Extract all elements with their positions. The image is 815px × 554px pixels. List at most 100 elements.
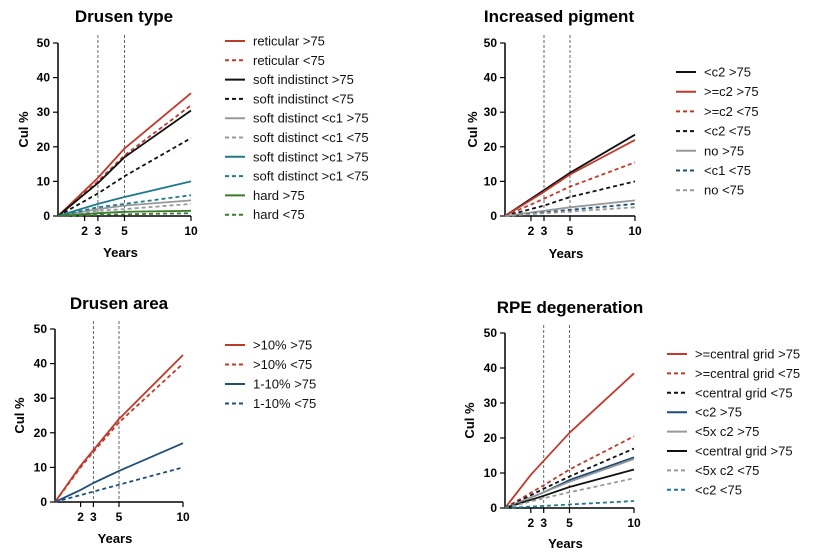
- series-line-3: [57, 109, 192, 217]
- legend-label: <central grid <75: [695, 385, 793, 400]
- x-tick-label: 3: [90, 510, 97, 524]
- legend-label: soft distinct >c1 <75: [253, 169, 369, 184]
- x-tick-label: 3: [541, 224, 548, 238]
- x-tick-label: 3: [95, 224, 102, 238]
- y-tick-label: 0: [40, 495, 47, 509]
- legend-label: <c2 >75: [695, 405, 742, 420]
- legend-label: >=c2 >75: [704, 84, 759, 99]
- x-tick-label: 5: [566, 516, 573, 530]
- legend-label: soft distinct >c1 >75: [253, 149, 369, 164]
- y-tick-label: 50: [484, 326, 498, 340]
- y-axis-label: Cul %: [462, 402, 477, 439]
- legend-label: soft distinct <c1 >75: [253, 111, 369, 126]
- y-tick-label: 30: [484, 396, 498, 410]
- y-tick-label: 50: [484, 36, 498, 50]
- y-tick-label: 10: [484, 466, 498, 480]
- series-line-2: [504, 435, 635, 509]
- series-line-1: [57, 92, 192, 217]
- x-tick-label: 2: [77, 510, 84, 524]
- series-line-6: [504, 468, 635, 509]
- y-tick-label: 40: [34, 357, 48, 371]
- x-tick-label: 5: [567, 224, 574, 238]
- y-tick-label: 30: [34, 391, 48, 405]
- series-line-5: [504, 199, 636, 217]
- x-tick-label: 3: [540, 516, 547, 530]
- y-tick-label: 40: [484, 71, 498, 85]
- x-axis-label: Years: [548, 536, 583, 551]
- x-tick-label: 10: [176, 510, 190, 524]
- series-line-10: [57, 212, 192, 217]
- legend-label: reticular <75: [253, 53, 325, 68]
- x-tick-label: 10: [184, 224, 198, 238]
- series-line-2: [57, 104, 192, 217]
- y-tick-label: 20: [484, 431, 498, 445]
- series-line-7: [57, 180, 192, 217]
- y-tick-label: 0: [490, 209, 497, 223]
- y-tick-label: 10: [37, 174, 51, 188]
- chart-title: RPE degeneration: [497, 298, 643, 317]
- x-axis-label: Years: [549, 246, 584, 261]
- series-line-4: [54, 466, 184, 503]
- legend-label: no <75: [704, 183, 744, 198]
- y-tick-label: 20: [484, 140, 498, 154]
- series-line-3: [504, 447, 635, 509]
- series-line-9: [57, 209, 192, 217]
- legend-label: <c2 <75: [695, 482, 742, 497]
- series-line-7: [504, 206, 636, 217]
- y-tick-label: 10: [484, 174, 498, 188]
- legend-label: hard >75: [253, 188, 305, 203]
- legend-label: hard <75: [253, 207, 305, 222]
- y-tick-label: 20: [37, 140, 51, 154]
- x-tick-label: 2: [81, 224, 88, 238]
- y-axis-label: Cul %: [16, 111, 31, 148]
- y-tick-label: 50: [34, 322, 48, 336]
- y-tick-label: 10: [34, 460, 48, 474]
- y-tick-label: 0: [490, 501, 497, 515]
- legend-label: >=central grid <75: [695, 366, 800, 381]
- series-line-2: [504, 139, 636, 217]
- legend-label: <c1 <75: [704, 163, 751, 178]
- legend-label: <5x c2 >75: [695, 424, 759, 439]
- series-line-6: [504, 203, 636, 217]
- chart-panel-3: Drusen area 0 10 20 30 40 50 2 3 5 10 Years Cul % >10…: [12, 294, 316, 546]
- x-tick-label: 10: [627, 516, 641, 530]
- legend-label: 1-10% <75: [253, 396, 316, 411]
- x-tick-label: 5: [116, 510, 123, 524]
- y-axis-label: Cul %: [465, 111, 480, 148]
- legend-label: >10% <75: [253, 357, 312, 372]
- y-tick-label: 30: [484, 105, 498, 119]
- legend-label: reticular >75: [253, 34, 325, 49]
- y-tick-label: 0: [43, 209, 50, 223]
- legend-label: soft distinct <c1 <75: [253, 130, 369, 145]
- legend-label: 1-10% >75: [253, 377, 316, 392]
- x-tick-label: 2: [527, 516, 534, 530]
- y-tick-label: 20: [34, 426, 48, 440]
- x-tick-label: 2: [528, 224, 535, 238]
- y-tick-label: 40: [484, 361, 498, 375]
- legend-label: <5x c2 <75: [695, 463, 759, 478]
- chart-title: Drusen type: [75, 7, 173, 26]
- series-line-5: [57, 199, 192, 217]
- legend-label: >=central grid >75: [695, 347, 800, 362]
- legend-label: soft indistinct <75: [253, 91, 354, 106]
- x-tick-label: 5: [121, 224, 128, 238]
- series-line-8: [504, 500, 635, 509]
- y-tick-label: 40: [37, 71, 51, 85]
- series-line-4: [57, 137, 192, 217]
- y-tick-label: 50: [37, 36, 51, 50]
- legend-label: >=c2 <75: [704, 104, 759, 119]
- legend-label: <central grid >75: [695, 444, 793, 459]
- series-line-7: [504, 477, 635, 509]
- x-axis-label: Years: [103, 245, 138, 260]
- series-line-3: [504, 161, 636, 217]
- legend-label: no >75: [704, 143, 744, 158]
- chart-panel-4: RPE degeneration 0 10 20 30 40 50 2 3 5 10 Years Cul…: [462, 298, 800, 551]
- legend-label: >10% >75: [253, 338, 312, 353]
- series-line-4: [504, 180, 636, 217]
- chart-title: Drusen area: [70, 294, 169, 313]
- series-line-2: [54, 362, 184, 503]
- series-line-5: [504, 458, 635, 509]
- series-line-1: [504, 372, 635, 509]
- legend-label: soft indistinct >75: [253, 72, 354, 87]
